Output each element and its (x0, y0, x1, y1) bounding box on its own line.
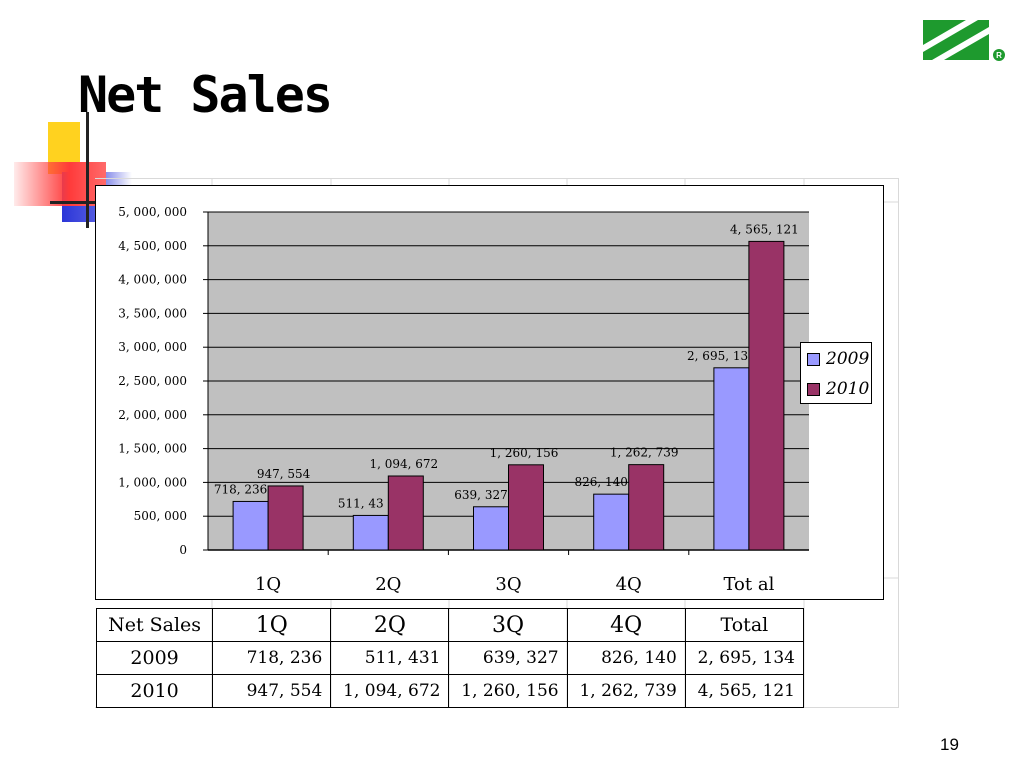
table-row: 2010 947, 554 1, 094, 672 1, 260, 156 1,… (95, 674, 805, 708)
table-cell: 4, 565, 121 (684, 674, 805, 708)
decorative-vertical-line (86, 112, 89, 228)
decorative-horizontal-line (50, 201, 110, 204)
table-cell: 718, 236 (212, 641, 332, 675)
slide-title: Net Sales (78, 66, 333, 124)
data-label: 826, 140 (574, 475, 627, 489)
data-label: 1, 260, 156 (490, 446, 559, 460)
bar-2009-2q (352, 514, 389, 551)
table-header-row: Net Sales 1Q 2Q 3Q 4Q Total (95, 608, 805, 642)
data-label: 511, 43 (338, 496, 384, 510)
data-label: 947, 554 (257, 467, 311, 481)
svg-text:R: R (996, 51, 1002, 60)
x-tick-label: Tot al (723, 574, 774, 595)
data-label: 4, 565, 121 (730, 222, 799, 236)
table-cell: 1, 262, 739 (566, 674, 686, 708)
y-tick-label: 3, 000, 000 (118, 340, 187, 354)
table-header-4q: 4Q (566, 608, 686, 642)
table-cell: 1, 094, 672 (330, 674, 450, 708)
bar-2010-3q (508, 464, 544, 551)
bar-2009-total (713, 367, 750, 551)
table-cell: 826, 140 (566, 641, 686, 675)
table-header-total: Total (684, 608, 805, 642)
table-cell: 1, 260, 156 (448, 674, 568, 708)
bar-2010-total (748, 240, 785, 551)
table-cell: 947, 554 (212, 674, 332, 708)
data-label: 2, 695, 134 (687, 349, 756, 363)
table-header-3q: 3Q (448, 608, 568, 642)
table-cell: 2, 695, 134 (684, 641, 805, 675)
y-tick-label: 5, 000, 000 (118, 205, 187, 219)
chart-legend: 2009 2010 (800, 342, 872, 404)
y-tick-label: 3, 500, 000 (118, 306, 187, 320)
y-tick-label: 1, 000, 000 (118, 475, 187, 489)
net-sales-bar-chart: 0 500, 000 1, 000, 000 1, 500, 000 2, 000, 0… (118, 205, 809, 595)
table-header-2q: 2Q (330, 608, 450, 642)
data-label: 639, 327 (454, 488, 507, 502)
data-label: 1, 262, 739 (610, 446, 679, 460)
data-label: 718, 236 (214, 482, 267, 496)
bar-2010-1q (267, 485, 304, 551)
legend-label-2009: 2009 (826, 349, 870, 369)
legend-swatch-2009 (807, 352, 820, 366)
data-label: 1, 094, 672 (369, 457, 438, 471)
table-header-1q: 1Q (212, 608, 332, 642)
y-tick-label: 1, 500, 000 (118, 442, 187, 456)
y-tick-label: 2, 500, 000 (118, 374, 187, 388)
page-number: 19 (940, 735, 959, 754)
company-logo-icon: R (923, 20, 1005, 61)
table-header-net-sales: Net Sales (95, 608, 214, 642)
x-tick-label: 3Q (495, 574, 521, 595)
table-cell: 639, 327 (448, 641, 568, 675)
bar-2010-2q (387, 475, 424, 551)
table-row-label: 2009 (95, 641, 214, 675)
x-tick-label: 2Q (375, 574, 401, 595)
y-tick-label: 500, 000 (134, 509, 187, 523)
legend-item-2010: 2010 (807, 379, 869, 399)
legend-label-2010: 2010 (826, 379, 870, 399)
y-tick-label: 0 (179, 543, 187, 557)
table-row: 2009 718, 236 511, 431 639, 327 826, 140… (95, 641, 805, 675)
net-sales-table: Net Sales 1Q 2Q 3Q 4Q Total 2009 718, 23… (95, 608, 805, 708)
bar-2009-4q (593, 493, 630, 551)
bar-2010-4q (628, 464, 665, 551)
x-tick-label: 1Q (255, 574, 281, 595)
y-tick-label: 4, 000, 000 (118, 273, 187, 287)
y-tick-label: 2, 000, 000 (118, 408, 187, 422)
table-cell: 511, 431 (330, 641, 450, 675)
legend-swatch-2010 (807, 382, 820, 396)
y-tick-label: 4, 500, 000 (118, 239, 187, 253)
table-row-label: 2010 (95, 674, 214, 708)
bar-2009-3q (473, 506, 509, 551)
legend-item-2009: 2009 (807, 349, 869, 369)
x-tick-label: 4Q (616, 574, 642, 595)
bar-2009-1q (232, 500, 269, 551)
decorative-red-square (14, 162, 106, 206)
